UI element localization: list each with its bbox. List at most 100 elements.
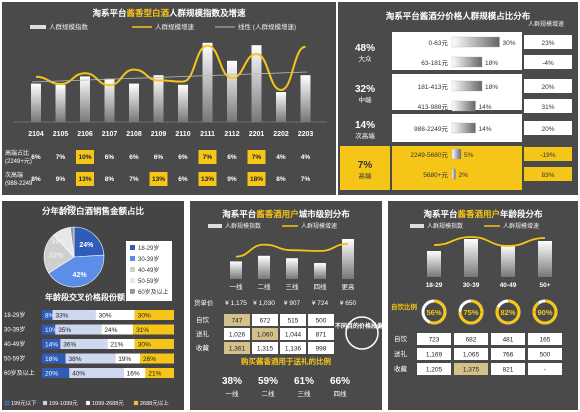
- table-cell-bg: [454, 348, 488, 360]
- table-cell: 500: [316, 318, 327, 325]
- x-tick-label: 二线: [258, 282, 272, 291]
- group-block: [340, 114, 390, 142]
- legend-swatch-index: [208, 224, 222, 228]
- share-value: 14%: [479, 126, 492, 133]
- bar-index: [501, 245, 515, 277]
- gift-ratio: 59%: [258, 376, 278, 387]
- cross-bar: [133, 324, 174, 335]
- growth-value: 20%: [541, 84, 554, 91]
- row-label: (988-2249: [5, 181, 33, 187]
- x-tick-label: 40-49: [500, 282, 517, 289]
- table-cell: 9%: [56, 176, 66, 183]
- bar-index: [104, 78, 115, 122]
- cross-bar: [123, 368, 146, 378]
- line-growth: [235, 242, 349, 258]
- table-cell: 7%: [203, 154, 213, 161]
- table-cell-bg: [280, 342, 306, 354]
- table-cell: 6%: [105, 154, 115, 161]
- table-cell-bg: [528, 363, 562, 375]
- share-bar: [451, 100, 476, 112]
- bar-index: [227, 60, 237, 122]
- ratio-arc: [495, 299, 521, 325]
- bar-index: [258, 255, 270, 279]
- cross-value: 30%: [138, 342, 151, 349]
- price-value: ¥ 724: [312, 300, 329, 307]
- table-cell-bg: [528, 333, 562, 345]
- cell-highlight: [247, 172, 266, 186]
- cross-value: 31%: [136, 327, 149, 334]
- table-cell: 18%: [250, 176, 263, 183]
- table-cell: 998: [316, 346, 327, 353]
- table-cell: 13%: [78, 176, 91, 183]
- group-name: 高端: [359, 171, 373, 180]
- pie-slice: [73, 226, 105, 258]
- table-cell: 7%: [56, 154, 66, 161]
- panel3-title: 分年龄段白酒销售金额占比: [42, 206, 145, 216]
- ratio-arc: [458, 299, 484, 325]
- cross-bar: [55, 324, 102, 335]
- growth-value: -19%: [540, 152, 555, 159]
- price-value: ¥ 1,030: [253, 300, 275, 307]
- table-cell-bg: [280, 328, 306, 340]
- table-cell: 6%: [178, 154, 188, 161]
- x-tick-label: 2107: [102, 131, 118, 138]
- table-cell: 6%: [178, 176, 188, 183]
- x-tick-label: 2109: [151, 131, 167, 138]
- growth-value: 31%: [541, 104, 554, 111]
- x-tick-label: 30-39: [463, 282, 480, 289]
- cross-bar: [42, 310, 53, 320]
- x-tick-label: 2112: [224, 131, 239, 138]
- gift-city: 四线: [334, 389, 348, 398]
- row-label: 次高端: [5, 171, 23, 179]
- cross-value: 35%: [58, 327, 71, 334]
- pie-slice: [69, 226, 75, 258]
- table-row-label: 收藏: [196, 343, 210, 352]
- cross-value: 33%: [55, 313, 68, 320]
- table-cell: 7%: [129, 176, 139, 183]
- share-bar: [451, 36, 500, 48]
- cross-value: 8%: [45, 313, 55, 320]
- cross-legend-label: 2688元以上: [140, 399, 169, 407]
- cross-bar: [101, 324, 134, 335]
- table-cell-bg: [308, 342, 334, 354]
- table-cell-bg: [252, 328, 278, 340]
- price-value: ¥ 650: [340, 300, 357, 307]
- x-tick-label: 一线: [230, 282, 244, 291]
- cross-value: 36%: [63, 342, 76, 349]
- pie-legend-swatch: [130, 289, 135, 294]
- price-value: ¥ 1,175: [225, 300, 247, 307]
- table-cell: 1,136: [285, 346, 302, 353]
- growth-cell: [524, 167, 572, 181]
- price-range: 2249-5680元: [410, 151, 448, 159]
- side-note-circle: [345, 316, 379, 350]
- group-block: [340, 146, 390, 190]
- pie-legend-label: 18-29岁: [138, 244, 159, 252]
- table-row-label: 自饮: [196, 315, 210, 324]
- bar-index: [342, 239, 354, 279]
- table-cell: 7%: [301, 176, 311, 183]
- bar-index: [300, 75, 311, 122]
- cross-legend-swatch: [4, 400, 10, 406]
- ratio-value: 56%: [426, 308, 441, 317]
- growth-cell: [524, 35, 572, 49]
- cross-value: 26%: [143, 356, 156, 363]
- table-row-label: 送礼: [394, 349, 408, 358]
- table-cell-bg: [417, 363, 451, 375]
- cross-bar: [42, 339, 61, 349]
- x-tick-label: 2105: [53, 131, 69, 138]
- table-cell-bg: [252, 342, 278, 354]
- cross-value: 40%: [72, 371, 85, 378]
- legend-index: 人群规模指数: [225, 222, 261, 230]
- table-cell: 766: [503, 352, 514, 359]
- table-cell-bg: [224, 314, 250, 326]
- table-cell-bg: [308, 314, 334, 326]
- pie-label: 10%: [51, 239, 66, 246]
- crowd-index-chart: 人群规模指数 人群规模增速 线性 (人群规模增速) 2104 2105 2106 2107 2…: [5, 22, 327, 187]
- growth-value: 20%: [541, 126, 554, 133]
- table-cell: 515: [288, 318, 299, 325]
- share-value: 18%: [485, 60, 498, 67]
- bar-index: [202, 42, 213, 122]
- ratio-value: 82%: [500, 308, 515, 317]
- table-cell: 1,315: [257, 346, 274, 353]
